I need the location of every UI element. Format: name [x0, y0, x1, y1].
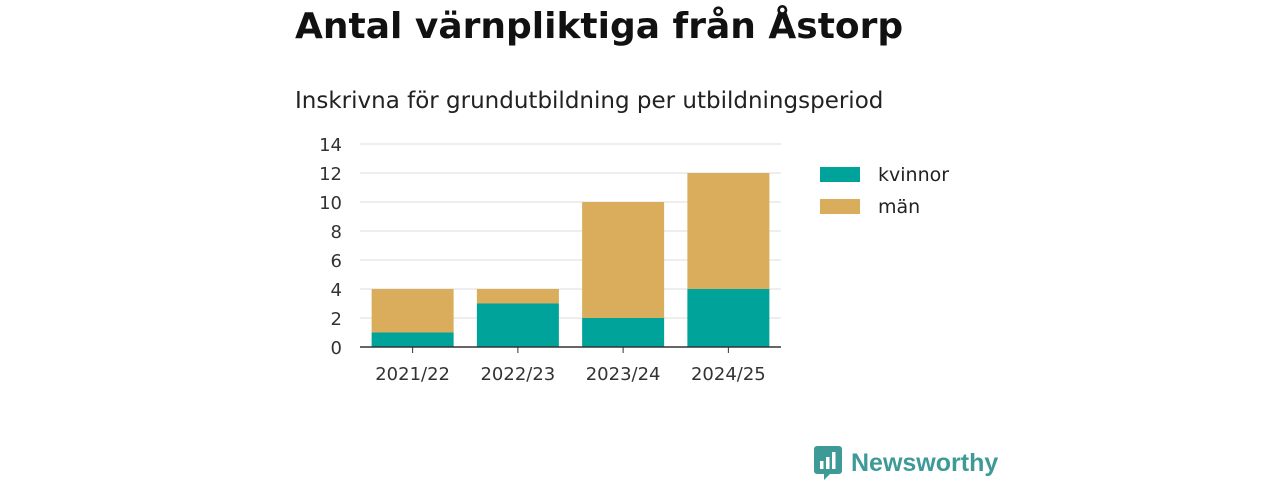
bar-segment — [371, 332, 454, 347]
legend-swatch — [820, 199, 860, 214]
x-tick-label: 2022/23 — [480, 364, 555, 385]
bar-segment — [582, 318, 665, 347]
newsworthy-brand: Newsworthy — [814, 446, 998, 480]
y-tick-label: 6 — [331, 251, 342, 272]
y-tick-label: 4 — [331, 280, 342, 301]
y-tick-label: 2 — [331, 309, 342, 330]
y-tick-label: 8 — [331, 222, 342, 243]
brand-name: Newsworthy — [851, 448, 999, 477]
x-axis-ticks: 2021/22 2022/23 2023/24 2024/25 — [360, 346, 781, 385]
legend-label: män — [878, 196, 920, 218]
y-axis-ticks: 0 2 4 6 8 10 12 14 — [319, 135, 342, 359]
bars — [371, 173, 770, 347]
x-tick-label: 2021/22 — [375, 364, 450, 385]
x-tick-label: 2024/25 — [691, 364, 766, 385]
y-tick-label: 14 — [319, 135, 342, 156]
bar-segment — [476, 303, 559, 347]
legend-swatch — [820, 167, 860, 182]
bar-segment — [687, 173, 770, 289]
bar-segment — [476, 289, 559, 304]
newsworthy-logo-icon — [814, 446, 842, 480]
chart-title: Antal värnpliktiga från Åstorp — [295, 6, 904, 47]
y-tick-label: 10 — [319, 193, 342, 214]
legend-label: kvinnor — [878, 164, 949, 186]
bar-segment — [582, 202, 665, 318]
bar-segment — [371, 289, 454, 333]
bar-segment — [687, 289, 770, 347]
chart-subtitle: Inskrivna för grundutbildning per utbild… — [295, 88, 884, 114]
legend: kvinnor män — [820, 164, 949, 218]
x-tick-label: 2023/24 — [586, 364, 661, 385]
y-tick-label: 12 — [319, 164, 342, 185]
y-tick-label: 0 — [331, 338, 342, 359]
